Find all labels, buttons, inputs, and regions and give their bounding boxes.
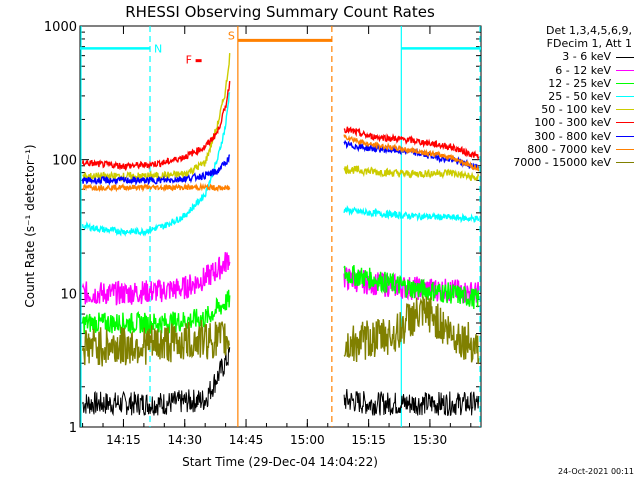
series-line <box>81 154 231 187</box>
legend-item: 800 - 7000 keV <box>478 143 636 156</box>
legend-swatch <box>616 56 634 58</box>
series-line <box>82 346 231 417</box>
legend-item: 50 - 100 keV <box>478 103 636 116</box>
legend-item-label: 6 - 12 keV <box>555 63 611 77</box>
x-tick-label: 15:15 <box>351 433 386 447</box>
series-line <box>343 164 480 182</box>
legend-swatch <box>616 69 634 71</box>
legend-swatch <box>616 122 634 124</box>
legend-item-label: 25 - 50 keV <box>548 89 611 103</box>
legend-item: 300 - 800 keV <box>478 130 636 143</box>
legend-header-line: Det 1,3,4,5,6,9, <box>545 24 632 37</box>
x-axis-label: Start Time (29-Dec-04 14:04:22) <box>182 455 378 469</box>
annotation-label: N <box>154 42 162 55</box>
y-axis-label: Count Rate (s⁻¹ detector⁻¹) <box>23 144 37 307</box>
legend-item-label: 12 - 25 keV <box>548 76 611 90</box>
x-tick-label: 14:45 <box>229 433 264 447</box>
legend-swatch <box>616 162 634 163</box>
series-line <box>81 319 231 367</box>
legend: Det 1,3,4,5,6,9, FDecim 1, Att 1 3 - 6 k… <box>478 24 636 169</box>
series-line <box>81 81 231 172</box>
annotation-label: S <box>228 29 235 42</box>
series-line <box>343 126 480 161</box>
series-line <box>343 134 480 172</box>
series-line <box>343 265 480 310</box>
legend-swatch <box>616 96 634 98</box>
legend-item-label: 7000 - 15000 keV <box>513 155 611 169</box>
series-line <box>82 53 231 182</box>
legend-item-label: 3 - 6 keV <box>562 50 611 64</box>
series-line <box>343 388 480 417</box>
y-tick-label: 1 <box>69 421 77 436</box>
legend-item-label: 300 - 800 keV <box>534 129 611 143</box>
x-tick-label: 14:30 <box>167 433 202 447</box>
series-line <box>343 139 480 171</box>
legend-swatch <box>616 82 634 84</box>
legend-item-label: 100 - 300 keV <box>534 116 611 130</box>
y-tick-label: 100 <box>52 154 77 169</box>
series-line <box>343 296 480 365</box>
legend-item: 3 - 6 keV <box>478 50 636 63</box>
legend-item-label: 50 - 100 keV <box>541 103 611 117</box>
series-line <box>81 252 231 306</box>
legend-swatch <box>616 148 634 150</box>
legend-item: 7000 - 15000 keV <box>478 156 636 169</box>
chart-title: RHESSI Observing Summary Count Rates <box>125 3 435 21</box>
x-tick-label: 15:30 <box>413 433 448 447</box>
series-line <box>82 182 231 193</box>
legend-item: 6 - 12 keV <box>478 64 636 77</box>
legend-item: 12 - 25 keV <box>478 77 636 90</box>
footer-timestamp: 24-Oct-2021 00:11 <box>558 467 634 476</box>
annotation-label: F <box>186 54 192 67</box>
series-line <box>81 92 231 237</box>
plot-frame <box>79 25 482 428</box>
legend-item: 25 - 50 keV <box>478 90 636 103</box>
x-tick-label: 15:00 <box>290 433 325 447</box>
legend-swatch <box>616 109 634 111</box>
series-line <box>343 204 480 224</box>
legend-item: 100 - 300 keV <box>478 116 636 129</box>
x-tick-label: 14:15 <box>106 433 141 447</box>
legend-item-label: 800 - 7000 keV <box>527 142 611 156</box>
y-tick-label: 10 <box>60 287 77 302</box>
legend-header-line: FDecim 1, Att 1 <box>546 37 632 51</box>
legend-swatch <box>616 135 634 137</box>
y-tick-label: 1000 <box>44 20 77 35</box>
